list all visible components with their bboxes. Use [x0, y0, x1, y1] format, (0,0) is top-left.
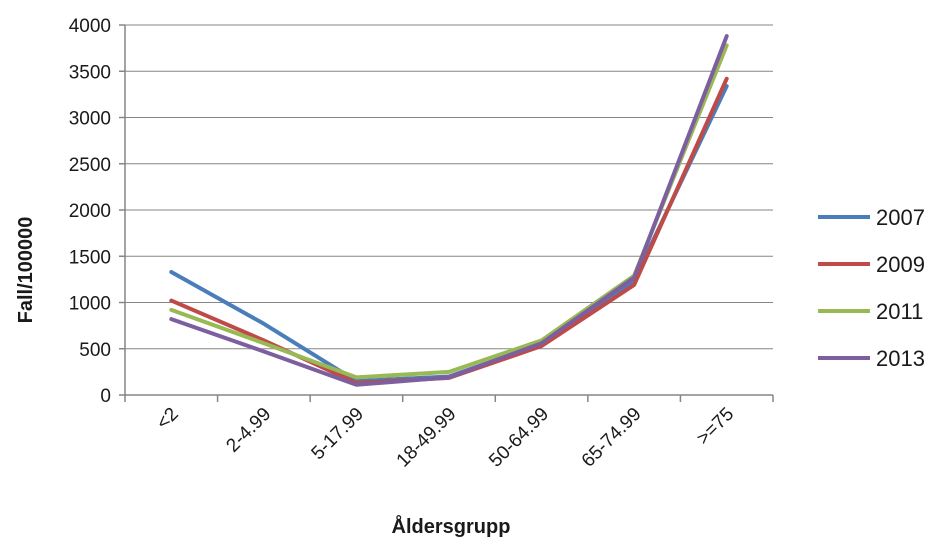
legend-label-2007: 2007 — [876, 205, 925, 230]
x-tick-label: <2 — [153, 404, 183, 434]
y-tick-label: 1500 — [69, 247, 111, 268]
series-line-2011 — [169, 43, 729, 380]
y-axis-ticks: 0 500 1000 1500 2000 2500 3000 3500 4000 — [69, 16, 125, 407]
y-tick-label: 4000 — [69, 16, 111, 37]
series-lines — [169, 34, 729, 387]
x-axis-title: Åldersgrupp — [392, 514, 511, 538]
y-tick-label: 1000 — [69, 294, 111, 315]
axes — [124, 25, 773, 396]
y-tick-label: 2500 — [69, 155, 111, 176]
x-tick-label: 65-74.99 — [578, 404, 646, 472]
y-tick-label: 0 — [100, 386, 111, 407]
x-tick-label: 2-4.99 — [222, 404, 275, 457]
grid-lines — [125, 24, 773, 350]
legend-label-2011: 2011 — [876, 299, 923, 324]
series-line-2009 — [169, 76, 729, 385]
series-line-2013 — [169, 34, 729, 387]
legend: 2007 2009 2011 2013 — [818, 205, 925, 371]
x-tick-label: >=75 — [693, 404, 738, 449]
y-tick-label: 3500 — [69, 62, 111, 83]
y-tick-label: 3000 — [69, 109, 111, 130]
x-tick-label: 18-49.99 — [393, 404, 461, 472]
y-axis-title: Fall/100000 — [15, 217, 37, 324]
y-tick-label: 500 — [79, 340, 111, 361]
legend-label-2013: 2013 — [876, 346, 925, 371]
x-tick-label: 50-64.99 — [485, 404, 553, 472]
legend-label-2009: 2009 — [876, 252, 925, 277]
x-tick-label: 5-17.99 — [308, 404, 368, 464]
y-tick-label: 2000 — [69, 201, 111, 222]
x-axis-ticks: <2 2-4.99 5-17.99 18-49.99 50-64.99 65-74.99 >… — [124, 395, 774, 472]
